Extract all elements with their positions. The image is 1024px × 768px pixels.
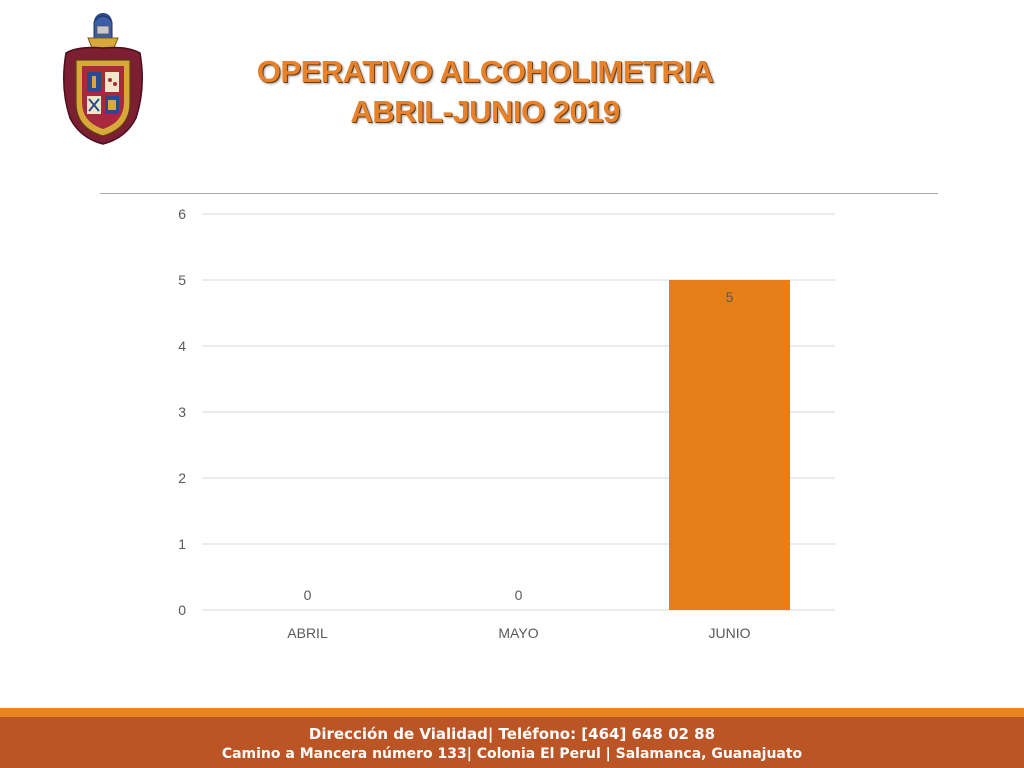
y-tick-label: 2 — [178, 470, 186, 486]
divider — [100, 193, 938, 194]
bar-chart: 0 1 2 3 4 5 6 0 ABRIL 0 MAYO 5 JUNIO — [178, 206, 835, 641]
x-tick-label: MAYO — [498, 625, 538, 641]
footer-contact-line: Dirección de Vialidad| Teléfono: [464] 6… — [308, 725, 716, 743]
data-label: 5 — [726, 289, 734, 305]
y-tick-label: 1 — [178, 536, 186, 552]
y-tick-label: 6 — [178, 206, 186, 222]
page-title: OPERATIVO ALCOHOLIMETRIA ABRIL-JUNIO 201… — [180, 52, 790, 132]
data-label: 0 — [304, 587, 312, 603]
y-tick-label: 3 — [178, 404, 186, 420]
x-tick-label: JUNIO — [709, 625, 751, 641]
bar — [669, 280, 790, 610]
footer-address-line: Camino a Mancera número 133| Colonia El … — [221, 746, 803, 762]
x-tick-label: ABRIL — [287, 625, 328, 641]
title-line-2: ABRIL-JUNIO 2019 — [350, 94, 620, 129]
coat-of-arms-icon — [63, 13, 143, 145]
footer: Dirección de Vialidad| Teléfono: [464] 6… — [0, 717, 1024, 768]
y-tick-label: 0 — [178, 602, 186, 618]
data-label: 0 — [515, 587, 523, 603]
title-line-1: OPERATIVO ALCOHOLIMETRIA — [256, 54, 714, 89]
y-tick-label: 5 — [178, 272, 186, 288]
footer-stripe — [0, 708, 1024, 717]
y-tick-label: 4 — [178, 338, 186, 354]
